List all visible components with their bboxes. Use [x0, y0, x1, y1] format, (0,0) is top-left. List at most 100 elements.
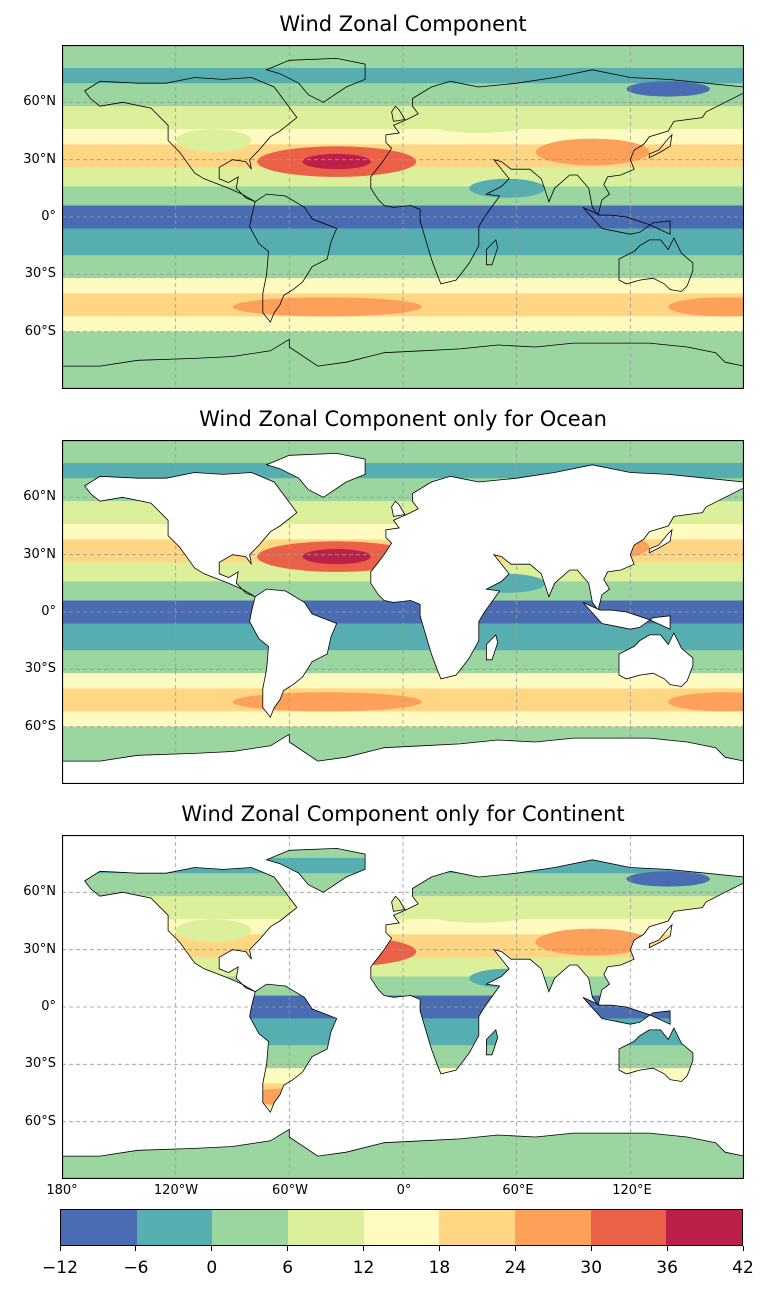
lat-label: 30°S: [24, 266, 56, 282]
coast-australia: [618, 1027, 694, 1082]
panel-3-title: Wind Zonal Component only for Continent: [181, 802, 625, 826]
colorbar-tick: [59, 1246, 61, 1251]
wind-band-13: [62, 316, 744, 333]
wind-anomaly-1: [302, 548, 371, 565]
lon-label-180: 180°: [46, 1183, 78, 1198]
map-ocean-svg: [62, 440, 744, 784]
wind-anomaly-2: [535, 138, 650, 166]
lat-label: 30°S: [24, 661, 56, 677]
wind-anomaly-7: [469, 178, 546, 198]
map-ocean: [62, 440, 744, 784]
map-frame: [62, 45, 744, 389]
colorbar-tick-label: 6: [282, 1258, 294, 1278]
colorbar-tick-label: −6: [123, 1258, 149, 1278]
coast-uk: [391, 895, 406, 912]
wind-anomaly-3: [232, 692, 422, 712]
lat-label: 30°N: [23, 546, 56, 562]
colorbar-tick: [514, 1246, 516, 1251]
lat-label: 0°: [41, 209, 56, 224]
coast-north-america: [84, 867, 298, 993]
coast-madagascar: [485, 239, 499, 266]
colorbar-segment: [136, 1210, 213, 1245]
coast-uk: [391, 500, 406, 517]
colorbar-tick-label: 0: [206, 1258, 218, 1278]
colorbar-tick-label: 12: [352, 1258, 375, 1278]
coast-japan: [648, 133, 673, 159]
coast-madagascar: [485, 1029, 499, 1056]
wind-anomaly-5: [626, 871, 710, 887]
map-frame: [62, 835, 744, 1179]
colorbar-segment: [439, 1210, 516, 1245]
coast-antarctica: [62, 1128, 744, 1179]
coastlines: [62, 452, 744, 784]
colorbar-tick: [287, 1246, 289, 1251]
colorbar-segment: [288, 1210, 364, 1245]
coast-greenland: [265, 847, 366, 893]
lat-label: 30°S: [24, 1056, 56, 1072]
colorbar-segment: [515, 1210, 591, 1245]
lon-label-120e: 120°E: [612, 1183, 652, 1198]
lat-label: 60°S: [24, 1113, 56, 1129]
colorbar-tick: [211, 1246, 213, 1251]
lon-label-60w: 60°W: [272, 1183, 308, 1198]
wind-anomaly-5: [626, 81, 710, 97]
coastlines: [62, 847, 744, 1179]
lon-label-120w: 120°W: [153, 1183, 199, 1198]
colorbar-tick-label: 24: [504, 1258, 527, 1278]
wind-band-10: [62, 650, 744, 674]
coast-south-america: [249, 193, 338, 323]
coast-australia: [618, 237, 694, 292]
wind-anomaly-8: [175, 919, 252, 943]
lat-label: 30°N: [23, 941, 56, 957]
colorbar-tick: [666, 1246, 668, 1251]
wind-band-0: [62, 45, 744, 69]
lat-label: 0°: [41, 999, 56, 1014]
map-full: [62, 45, 744, 389]
map-continent-svg: [62, 835, 744, 1179]
wind-anomaly-9: [421, 109, 536, 133]
map-full-svg: [62, 45, 744, 389]
colorbar-tick-label: 42: [732, 1258, 754, 1278]
coast-south-america: [249, 588, 338, 718]
lon-label-0: 0°: [396, 1183, 412, 1198]
colorbar-tick: [135, 1246, 137, 1251]
coastlines: [62, 57, 744, 389]
map-continent: [62, 835, 744, 1179]
wind-anomaly-4: [668, 297, 744, 317]
panel-2-title: Wind Zonal Component only for Ocean: [199, 407, 607, 431]
colorbar-tick: [590, 1246, 592, 1251]
coast-madagascar: [485, 634, 499, 661]
coast-north-america: [84, 472, 298, 598]
colorbar-segment: [363, 1210, 440, 1245]
coast-indonesia: [582, 997, 671, 1025]
wind-anomaly-8: [175, 129, 252, 153]
lat-label: 60°N: [23, 94, 56, 110]
lat-label: 60°S: [24, 718, 56, 734]
colorbar-tick: [438, 1246, 440, 1251]
wind-anomaly-4: [668, 692, 744, 712]
coast-greenland: [265, 452, 366, 498]
colorbar-tick-label: 30: [580, 1258, 603, 1278]
wind-band-6: [62, 167, 744, 187]
wind-band-8: [62, 600, 744, 624]
coast-japan: [648, 923, 673, 949]
lat-label: 60°N: [23, 884, 56, 900]
coast-antarctica: [62, 733, 744, 784]
wind-anomaly-3: [232, 297, 422, 317]
coast-uk: [391, 105, 406, 122]
coast-africa-eurasia: [370, 859, 744, 1075]
colorbar: [60, 1209, 743, 1246]
wind-anomaly-1: [302, 153, 371, 170]
coast-indonesia: [582, 207, 671, 235]
coast-greenland: [265, 57, 366, 103]
colorbar-tick-label: 18: [428, 1258, 451, 1278]
coast-australia: [618, 632, 694, 687]
coast-africa-eurasia: [370, 464, 744, 680]
coast-south-america: [249, 983, 338, 1113]
colorbar-tick-label: 36: [656, 1258, 678, 1278]
wind-anomaly-9: [421, 899, 536, 923]
coast-japan: [648, 528, 673, 554]
coast-north-america: [84, 77, 298, 203]
lat-label: 0°: [41, 604, 56, 619]
wind-band-8: [62, 205, 744, 229]
